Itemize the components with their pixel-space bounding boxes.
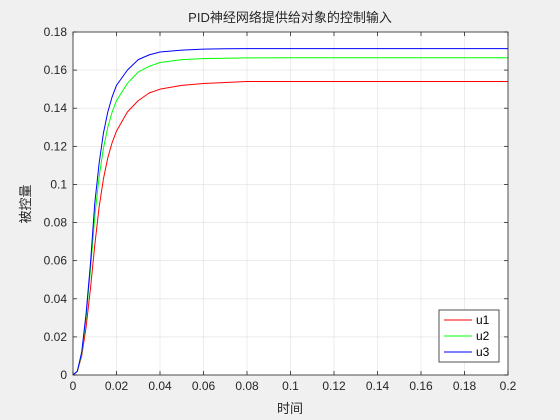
- y-tick-label: 0.04: [44, 292, 68, 306]
- series-lines: [72, 48, 508, 376]
- legend: u1 u2 u3: [438, 309, 500, 363]
- y-tick-label: 0.14: [44, 101, 68, 115]
- x-tick-label: 0.12: [322, 379, 346, 393]
- legend-items: u1 u2 u3: [444, 313, 490, 359]
- x-tick-label: 0.14: [366, 379, 390, 393]
- x-tick-label: 0.1: [282, 379, 299, 393]
- legend-label-u3: u3: [476, 345, 490, 359]
- x-tick-label: 0.16: [409, 379, 433, 393]
- x-tick-label: 0.2: [500, 379, 517, 393]
- x-tick-label: 0.04: [148, 379, 172, 393]
- y-tick-label: 0.12: [44, 139, 68, 153]
- x-axis-label: 时间: [277, 402, 303, 417]
- x-tick-label: 0.06: [192, 379, 216, 393]
- legend-label-u1: u1: [476, 313, 490, 327]
- series-line-u1: [72, 81, 508, 376]
- y-tick-label: 0.02: [44, 330, 68, 344]
- y-tick-label: 0: [60, 368, 67, 382]
- x-tick-label: 0.08: [235, 379, 259, 393]
- y-tick-label: 0.08: [44, 216, 68, 230]
- ticks: 0 0.02 0.04 0.06 0.08 0.1 0.12 0.14 0.16 0.18 0.2 0…: [44, 25, 517, 393]
- x-tick-label: 0: [70, 379, 77, 393]
- series-line-u3: [72, 48, 508, 376]
- chart-title: PID神经网络提供给对象的控制输入: [188, 10, 392, 25]
- y-tick-label: 0.16: [44, 63, 68, 77]
- y-tick-label: 0.06: [44, 254, 68, 268]
- y-axis-label: 被控量: [19, 184, 34, 223]
- x-tick-label: 0.18: [453, 379, 477, 393]
- y-tick-label: 0.18: [44, 25, 68, 39]
- x-tick-label: 0.02: [105, 379, 129, 393]
- legend-label-u2: u2: [476, 329, 490, 343]
- y-tick-label: 0.1: [50, 177, 67, 191]
